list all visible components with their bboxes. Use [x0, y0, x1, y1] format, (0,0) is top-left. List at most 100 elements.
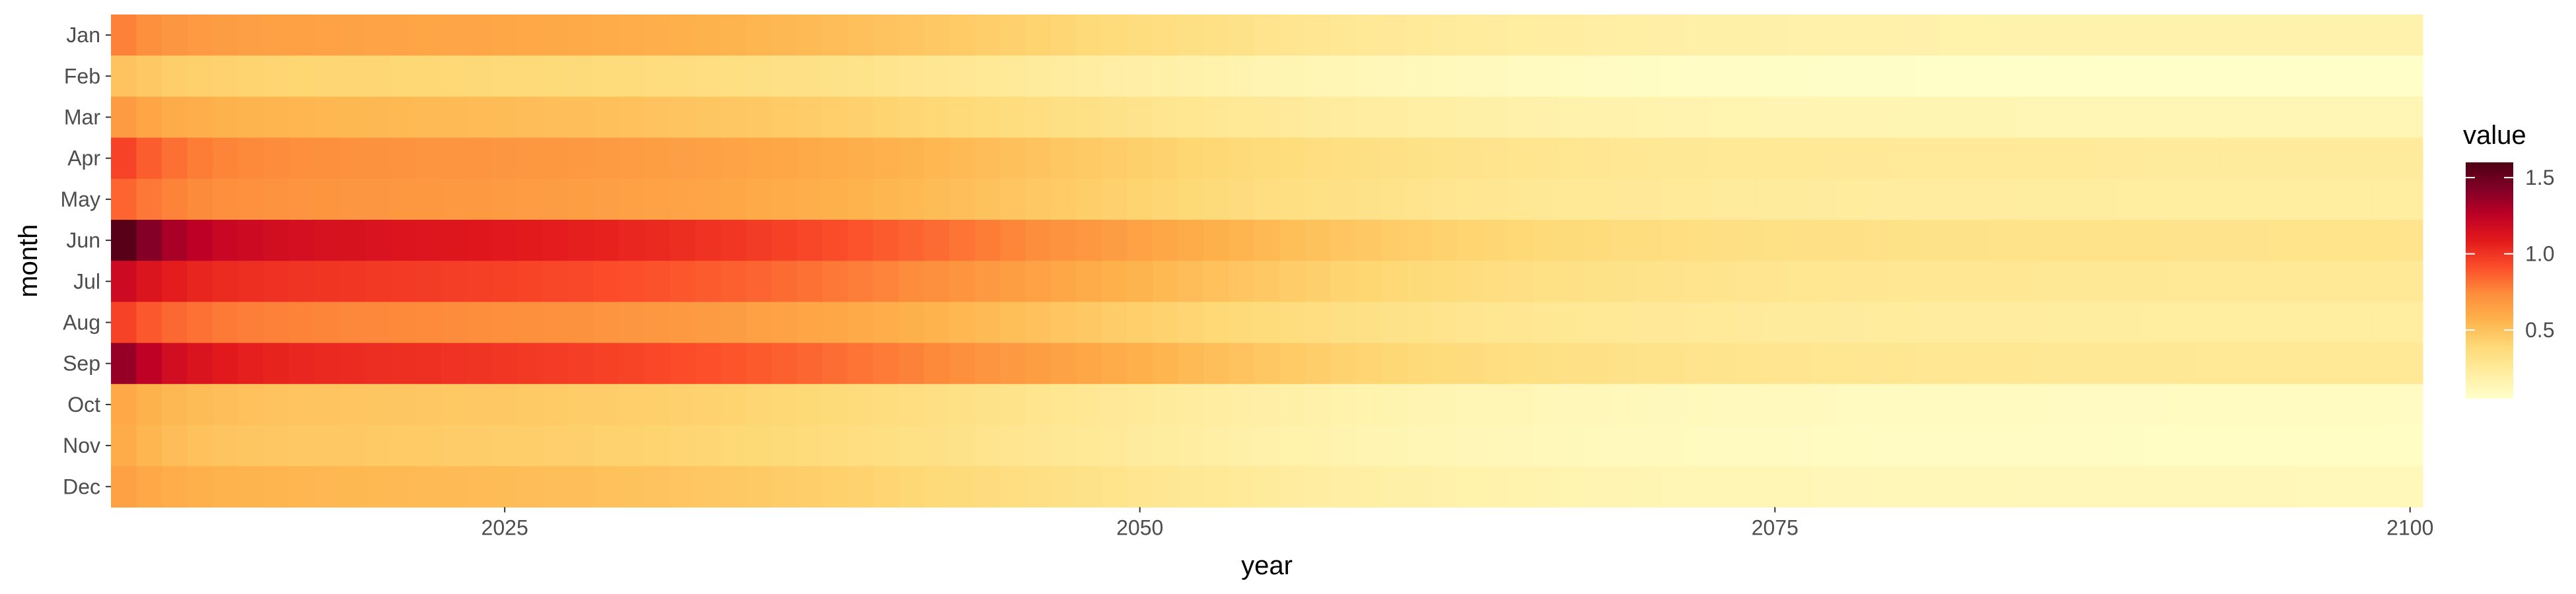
heatmap-cell	[1940, 220, 1966, 261]
heatmap-cell	[2042, 425, 2068, 467]
heatmap-cell	[1940, 425, 1966, 467]
heatmap-cell	[2372, 343, 2398, 385]
heatmap-cell	[1889, 178, 1915, 220]
heatmap-cell	[1991, 55, 2017, 97]
heatmap-cell	[1330, 220, 1357, 261]
heatmap-cell	[1686, 178, 1712, 220]
heatmap-cell	[771, 96, 798, 139]
heatmap-cell	[1940, 261, 1966, 302]
heatmap-cell	[365, 302, 391, 344]
heatmap-cell	[1457, 178, 1484, 220]
heatmap-cell	[1152, 383, 1178, 426]
heatmap-cell	[2143, 343, 2169, 385]
heatmap-cell	[1482, 261, 1509, 302]
heatmap-cell	[2143, 15, 2169, 56]
heatmap-cell	[415, 55, 442, 97]
heatmap-cell	[1051, 96, 1077, 139]
heatmap-cell	[1127, 15, 1153, 56]
heatmap-cell	[1127, 425, 1153, 467]
heatmap-cell	[415, 137, 442, 180]
heatmap-cell	[289, 96, 315, 139]
heatmap-cell	[1381, 343, 1408, 385]
heatmap-cell	[746, 220, 772, 261]
heatmap-cell	[695, 220, 721, 261]
heatmap-cell	[1838, 15, 1865, 56]
y-tick-label: Dec	[63, 475, 100, 498]
heatmap-cell	[1661, 220, 1687, 261]
heatmap-cell	[187, 383, 213, 426]
heatmap-cell	[1102, 261, 1128, 302]
heatmap-cell	[771, 15, 798, 56]
heatmap-cell	[1762, 261, 1789, 302]
heatmap-cell	[1051, 178, 1077, 220]
heatmap-cell	[1533, 343, 1559, 385]
heatmap-cell	[1914, 302, 1941, 344]
heatmap-cell	[2042, 55, 2068, 97]
heatmap-cell	[2168, 178, 2195, 220]
heatmap-cell	[415, 343, 442, 385]
heatmap-cell	[365, 15, 391, 56]
heatmap-cell	[974, 466, 1001, 508]
heatmap-cell	[2244, 178, 2271, 220]
heatmap-cell	[365, 220, 391, 261]
y-axis: Jan Feb Mar Apr May Jun Jul Aug Sep Oct Nov Dec	[61, 23, 111, 498]
heatmap-cell	[136, 15, 162, 56]
heatmap-cell	[1076, 425, 1102, 467]
heatmap-cell	[644, 343, 670, 385]
heatmap-cell	[340, 302, 366, 344]
heatmap-cell	[2194, 178, 2220, 220]
heatmap-cell	[1711, 383, 1738, 426]
heatmap-cell	[289, 137, 315, 180]
heatmap-cell	[1508, 220, 1534, 261]
heatmap-cell	[1076, 261, 1102, 302]
heatmap-cell	[1000, 55, 1026, 97]
heatmap-cell	[1152, 178, 1178, 220]
heatmap-cell	[2118, 96, 2144, 139]
heatmap-cell	[415, 425, 442, 467]
heatmap-cell	[1076, 466, 1102, 508]
heatmap-cell	[1279, 55, 1306, 97]
heatmap-cell	[2397, 302, 2423, 344]
heatmap-cell	[289, 261, 315, 302]
heatmap-cell	[923, 343, 950, 385]
heatmap-cell	[1051, 261, 1077, 302]
heatmap-cell	[1787, 137, 1814, 180]
heatmap-cell	[1889, 466, 1915, 508]
heatmap-cell	[1940, 55, 1966, 97]
heatmap-cell	[2118, 302, 2144, 344]
heatmap-cell	[1102, 137, 1128, 180]
heatmap-cell	[619, 137, 645, 180]
heatmap-cell	[2321, 261, 2347, 302]
heatmap-cell	[1178, 55, 1204, 97]
heatmap-cell	[1889, 96, 1915, 139]
heatmap-cell	[314, 302, 340, 344]
heatmap-cell	[1812, 137, 1839, 180]
heatmap-cell	[1991, 220, 2017, 261]
heatmap-cell	[441, 15, 468, 56]
heatmap-cell	[1076, 383, 1102, 426]
heatmap-cell	[923, 261, 950, 302]
heatmap-cell	[1330, 137, 1357, 180]
heatmap-cell	[1711, 15, 1738, 56]
heatmap-cell	[2143, 383, 2169, 426]
heatmap-cell	[111, 425, 137, 467]
heatmap-cell	[1000, 302, 1026, 344]
heatmap-cell	[1203, 343, 1229, 385]
heatmap-cell	[1838, 137, 1865, 180]
heatmap-cell	[2118, 55, 2144, 97]
heatmap-cell	[1051, 302, 1077, 344]
heatmap-cell	[1838, 343, 1865, 385]
heatmap-cell	[161, 55, 188, 97]
heatmap-cell	[161, 466, 188, 508]
heatmap-cell	[1482, 466, 1509, 508]
heatmap-cell	[797, 302, 823, 344]
heatmap-cell	[2372, 425, 2398, 467]
heatmap-cell	[1863, 96, 1890, 139]
heatmap-cell	[1508, 466, 1534, 508]
heatmap-cell	[2244, 302, 2271, 344]
y-tick-label: Sep	[63, 352, 100, 376]
heatmap-cell	[670, 343, 696, 385]
heatmap-cell	[1051, 383, 1077, 426]
heatmap-cell	[1355, 96, 1382, 139]
heatmap-cell	[1686, 383, 1712, 426]
